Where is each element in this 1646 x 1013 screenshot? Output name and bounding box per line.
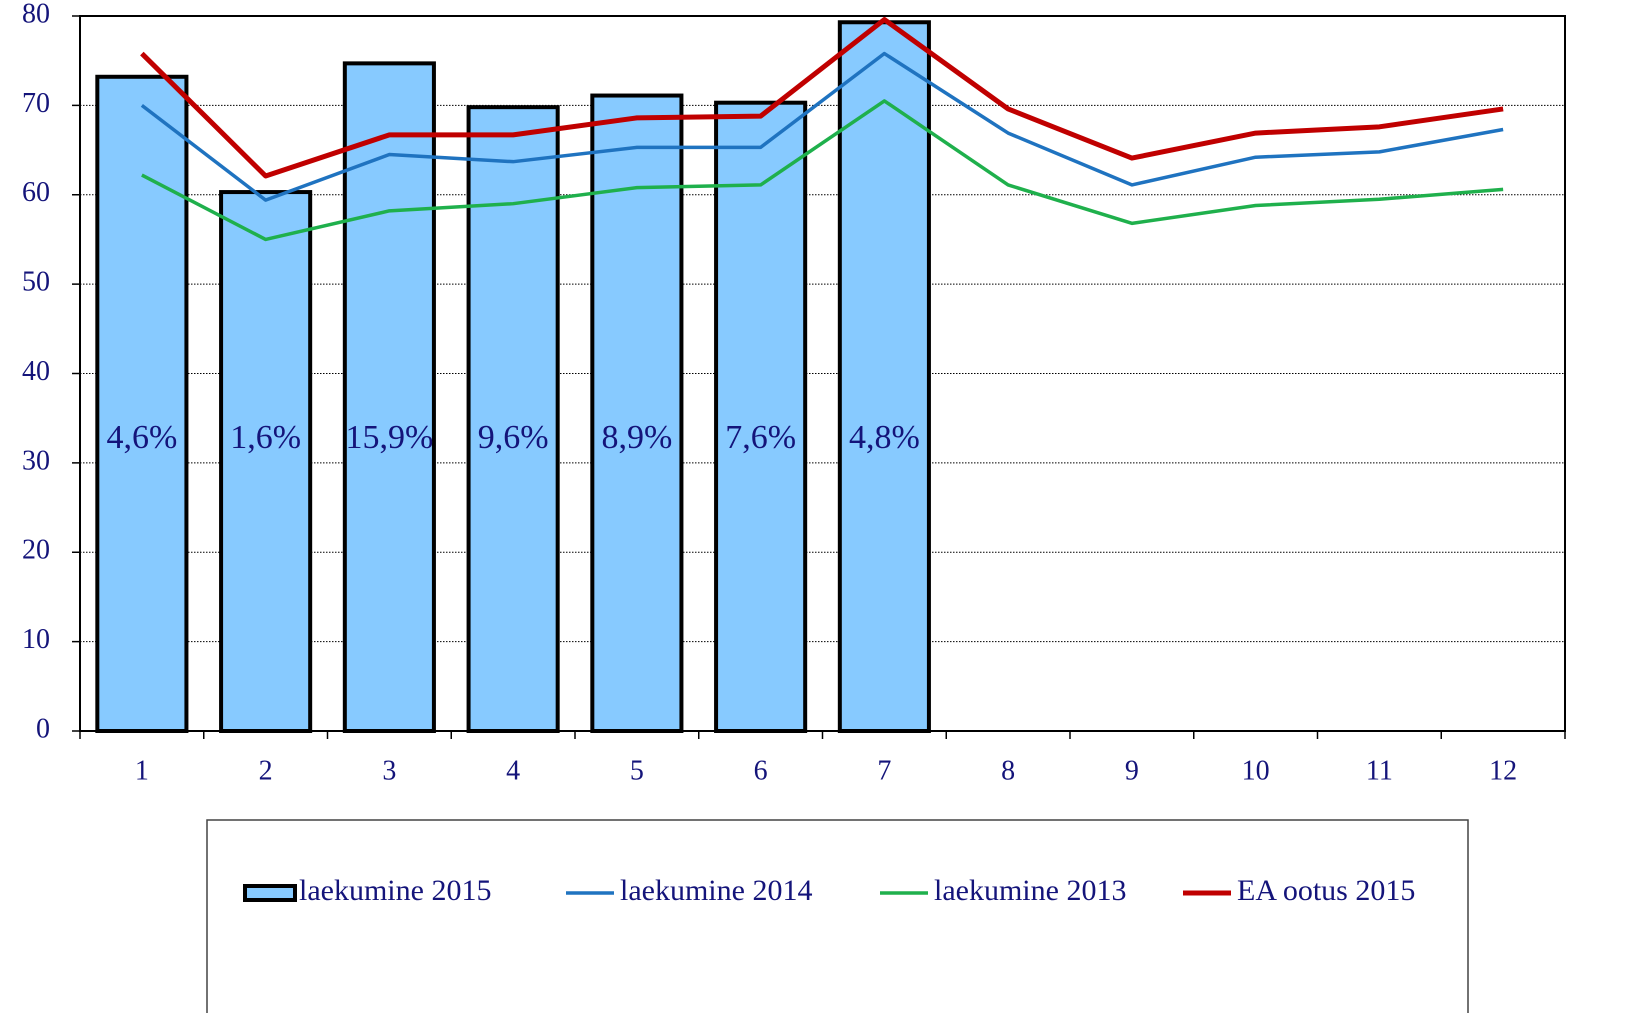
value-label: 15,9% <box>345 419 433 456</box>
value-label: 7,6% <box>725 419 796 456</box>
x-tick-label: 10 <box>1242 755 1270 786</box>
y-tick-label: 30 <box>22 445 50 476</box>
plot-frame <box>79 15 1566 732</box>
bar <box>714 100 808 734</box>
x-tick-label: 2 <box>259 755 273 786</box>
bar <box>95 74 189 733</box>
x-tick-label: 1 <box>135 755 149 786</box>
x-tick-label: 4 <box>506 755 520 786</box>
legend-label: laekumine 2013 <box>934 874 1126 907</box>
legend-label: laekumine 2015 <box>299 874 491 907</box>
x-tick-label: 3 <box>382 755 396 786</box>
value-label: 8,9% <box>601 419 672 456</box>
y-tick-label: 10 <box>22 624 50 655</box>
x-tick-label: 7 <box>877 755 891 786</box>
line <box>141 99 1504 242</box>
value-label: 4,8% <box>849 419 920 456</box>
legend-box <box>206 819 1469 1013</box>
value-label: 4,6% <box>106 419 177 456</box>
value-label: 9,6% <box>478 419 549 456</box>
y-tick-label: 80 <box>22 0 50 29</box>
x-tick-label: 11 <box>1366 755 1393 786</box>
x-tick-label: 5 <box>630 755 644 786</box>
y-tick-label: 20 <box>22 535 50 566</box>
y-tick-label: 40 <box>22 356 50 387</box>
x-tick-label: 6 <box>754 755 768 786</box>
y-tick-label: 70 <box>22 88 50 119</box>
y-tick-label: 0 <box>36 713 50 744</box>
bar <box>837 20 931 734</box>
bar <box>590 93 684 733</box>
bar <box>342 61 436 733</box>
y-tick-label: 60 <box>22 177 50 208</box>
legend-label: laekumine 2014 <box>620 874 812 907</box>
x-tick-label: 9 <box>1125 755 1139 786</box>
x-tick-label: 8 <box>1001 755 1015 786</box>
legend-label: EA ootus 2015 <box>1237 874 1415 907</box>
value-label: 1,6% <box>230 419 301 456</box>
bar <box>466 105 560 734</box>
line <box>140 51 1504 202</box>
legend-swatch <box>243 884 297 902</box>
x-tick-label: 12 <box>1489 755 1517 786</box>
bar <box>219 190 313 734</box>
line <box>140 17 1504 179</box>
y-tick-label: 50 <box>22 267 50 298</box>
